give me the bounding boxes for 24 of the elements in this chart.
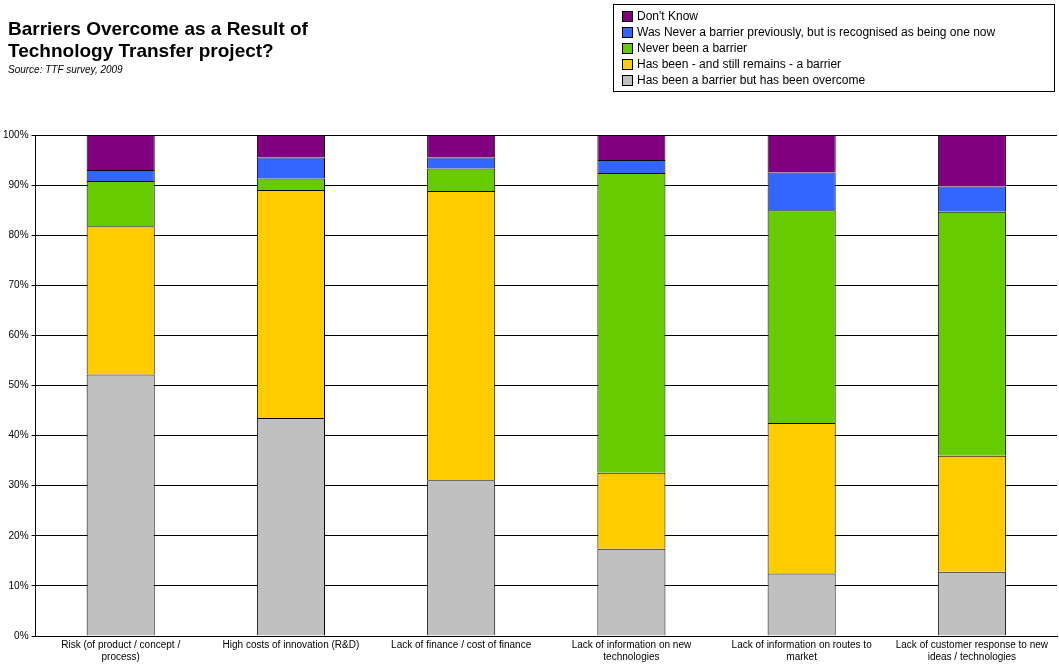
x-tick-label: Lack of information on routes to market [731,638,873,662]
x-tick-label: High costs of innovation (R&D) [222,638,360,650]
y-tick-label: 40% [8,429,29,441]
x-tick-label: Lack of finance / cost of finance [391,638,532,650]
legend-label: Has been a barrier but has been overcome [637,73,866,87]
y-tick-label: 90% [8,178,29,190]
y-tick-label: 60% [8,329,29,341]
x-tick-label: Risk (of product / concept / process) [61,638,181,662]
x-tick-label: Lack of information on new technologies [571,638,692,662]
legend-label: Was Never a barrier previously, but is recognised as being one now [637,25,996,39]
legend-label: Don't Know [637,9,698,23]
x-tick-label: Lack of customer response to new ideas / technologies [895,638,1049,662]
y-tick-label: 0% [14,629,29,641]
y-tick-label: 50% [8,379,29,391]
chart-title: Barriers Overcome as a Result of Technology Transfer project? [8,18,309,62]
y-tick-label: 30% [8,479,29,491]
y-tick-label: 20% [8,529,29,541]
y-tick-label: 70% [8,279,29,291]
y-tick-label: 10% [8,579,29,591]
y-tick-label: 100% [3,128,29,140]
legend-label: Never been a barrier [637,41,748,55]
chart-subtitle: Source: TTF survey, 2009 [8,64,123,75]
legend-label: Has been - and still remains - a barrier [637,57,842,71]
y-tick-label: 80% [8,228,29,240]
